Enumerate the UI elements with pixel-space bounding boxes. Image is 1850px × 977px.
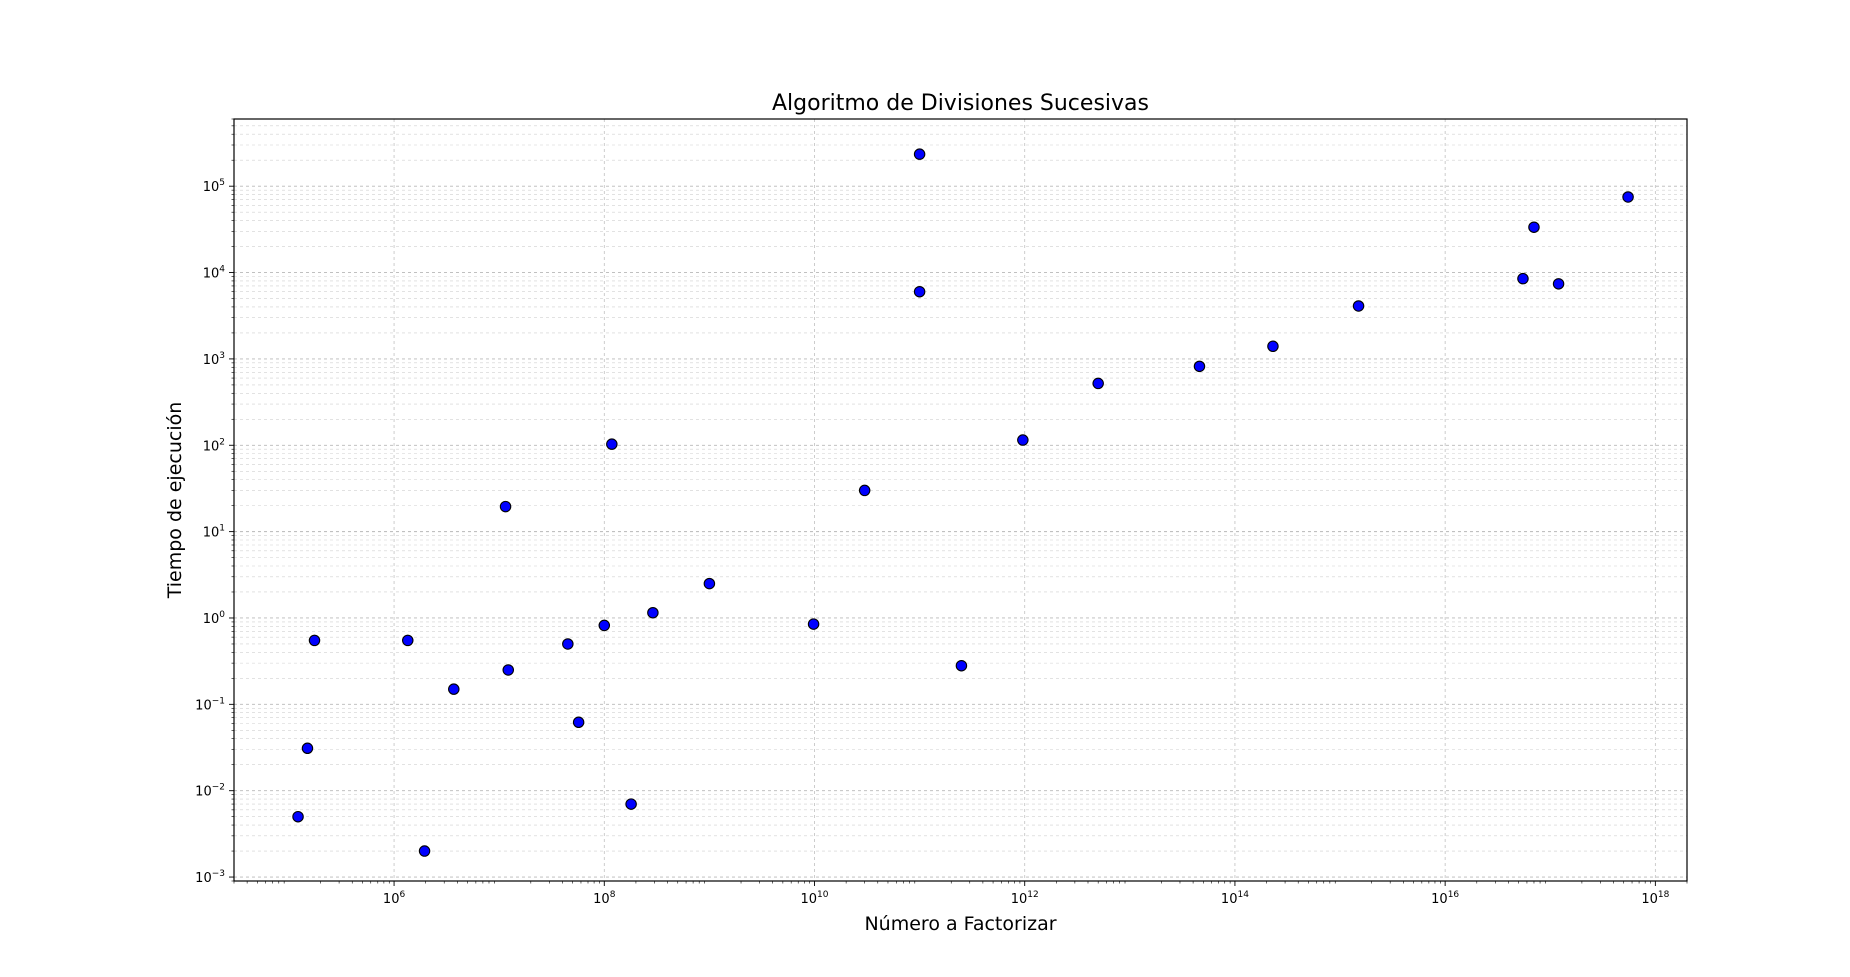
data-point [606,438,618,450]
y-tick-label: 10−1 [195,696,225,713]
x-tick-label: 1018 [1641,890,1669,907]
data-point [292,810,304,823]
data-point [448,683,460,695]
data-point [955,659,968,672]
data-point [1517,272,1529,285]
data-point [308,634,321,647]
data-point [1352,300,1365,312]
data-point [598,619,611,632]
data-point [402,634,414,647]
y-tick-label: 105 [203,178,225,195]
data-point [562,638,574,650]
y-tick-label: 100 [203,610,226,627]
y-tick-label: 10−3 [195,869,225,886]
data-point [913,148,926,160]
data-point [647,606,659,619]
data-point [703,577,716,590]
data-point [1528,221,1540,233]
data-point [1092,377,1104,390]
y-axis-title: Tiempo de ejecución [164,402,186,600]
y-tick-label: 102 [203,437,225,454]
x-tick-label: 1016 [1431,890,1459,907]
data-point [807,618,820,630]
axis-ticks: 106 108 1010 1012 1014 1016 1018 10−3 10−2 10−1 10… [195,118,1688,907]
y-tick-label: 103 [203,351,225,368]
data-point [1017,434,1029,446]
data-point [499,500,512,513]
chart-title: Algoritmo de Divisiones Sucesivas [772,91,1149,116]
x-tick-label: 106 [383,890,406,907]
x-tick-label: 1014 [1221,890,1249,907]
y-tick-label: 101 [203,524,225,541]
data-point [301,742,314,755]
data-point [625,798,637,810]
data-point [913,285,926,298]
data-point [1622,191,1634,203]
data-point [1267,340,1279,353]
data-point [1193,360,1206,373]
y-tick-label: 104 [203,265,226,282]
data-point [418,845,431,857]
data-points [292,148,1634,857]
data-point [572,716,585,729]
x-tick-label: 1010 [800,890,828,907]
data-point [502,664,515,676]
y-tick-label: 10−2 [195,783,225,800]
data-point [858,484,871,497]
data-point [1552,278,1565,290]
x-tick-label: 108 [593,890,616,907]
plot-frame [233,118,1688,882]
x-tick-label: 1012 [1011,890,1039,907]
x-axis-title: Número a Factorizar [864,913,1056,935]
